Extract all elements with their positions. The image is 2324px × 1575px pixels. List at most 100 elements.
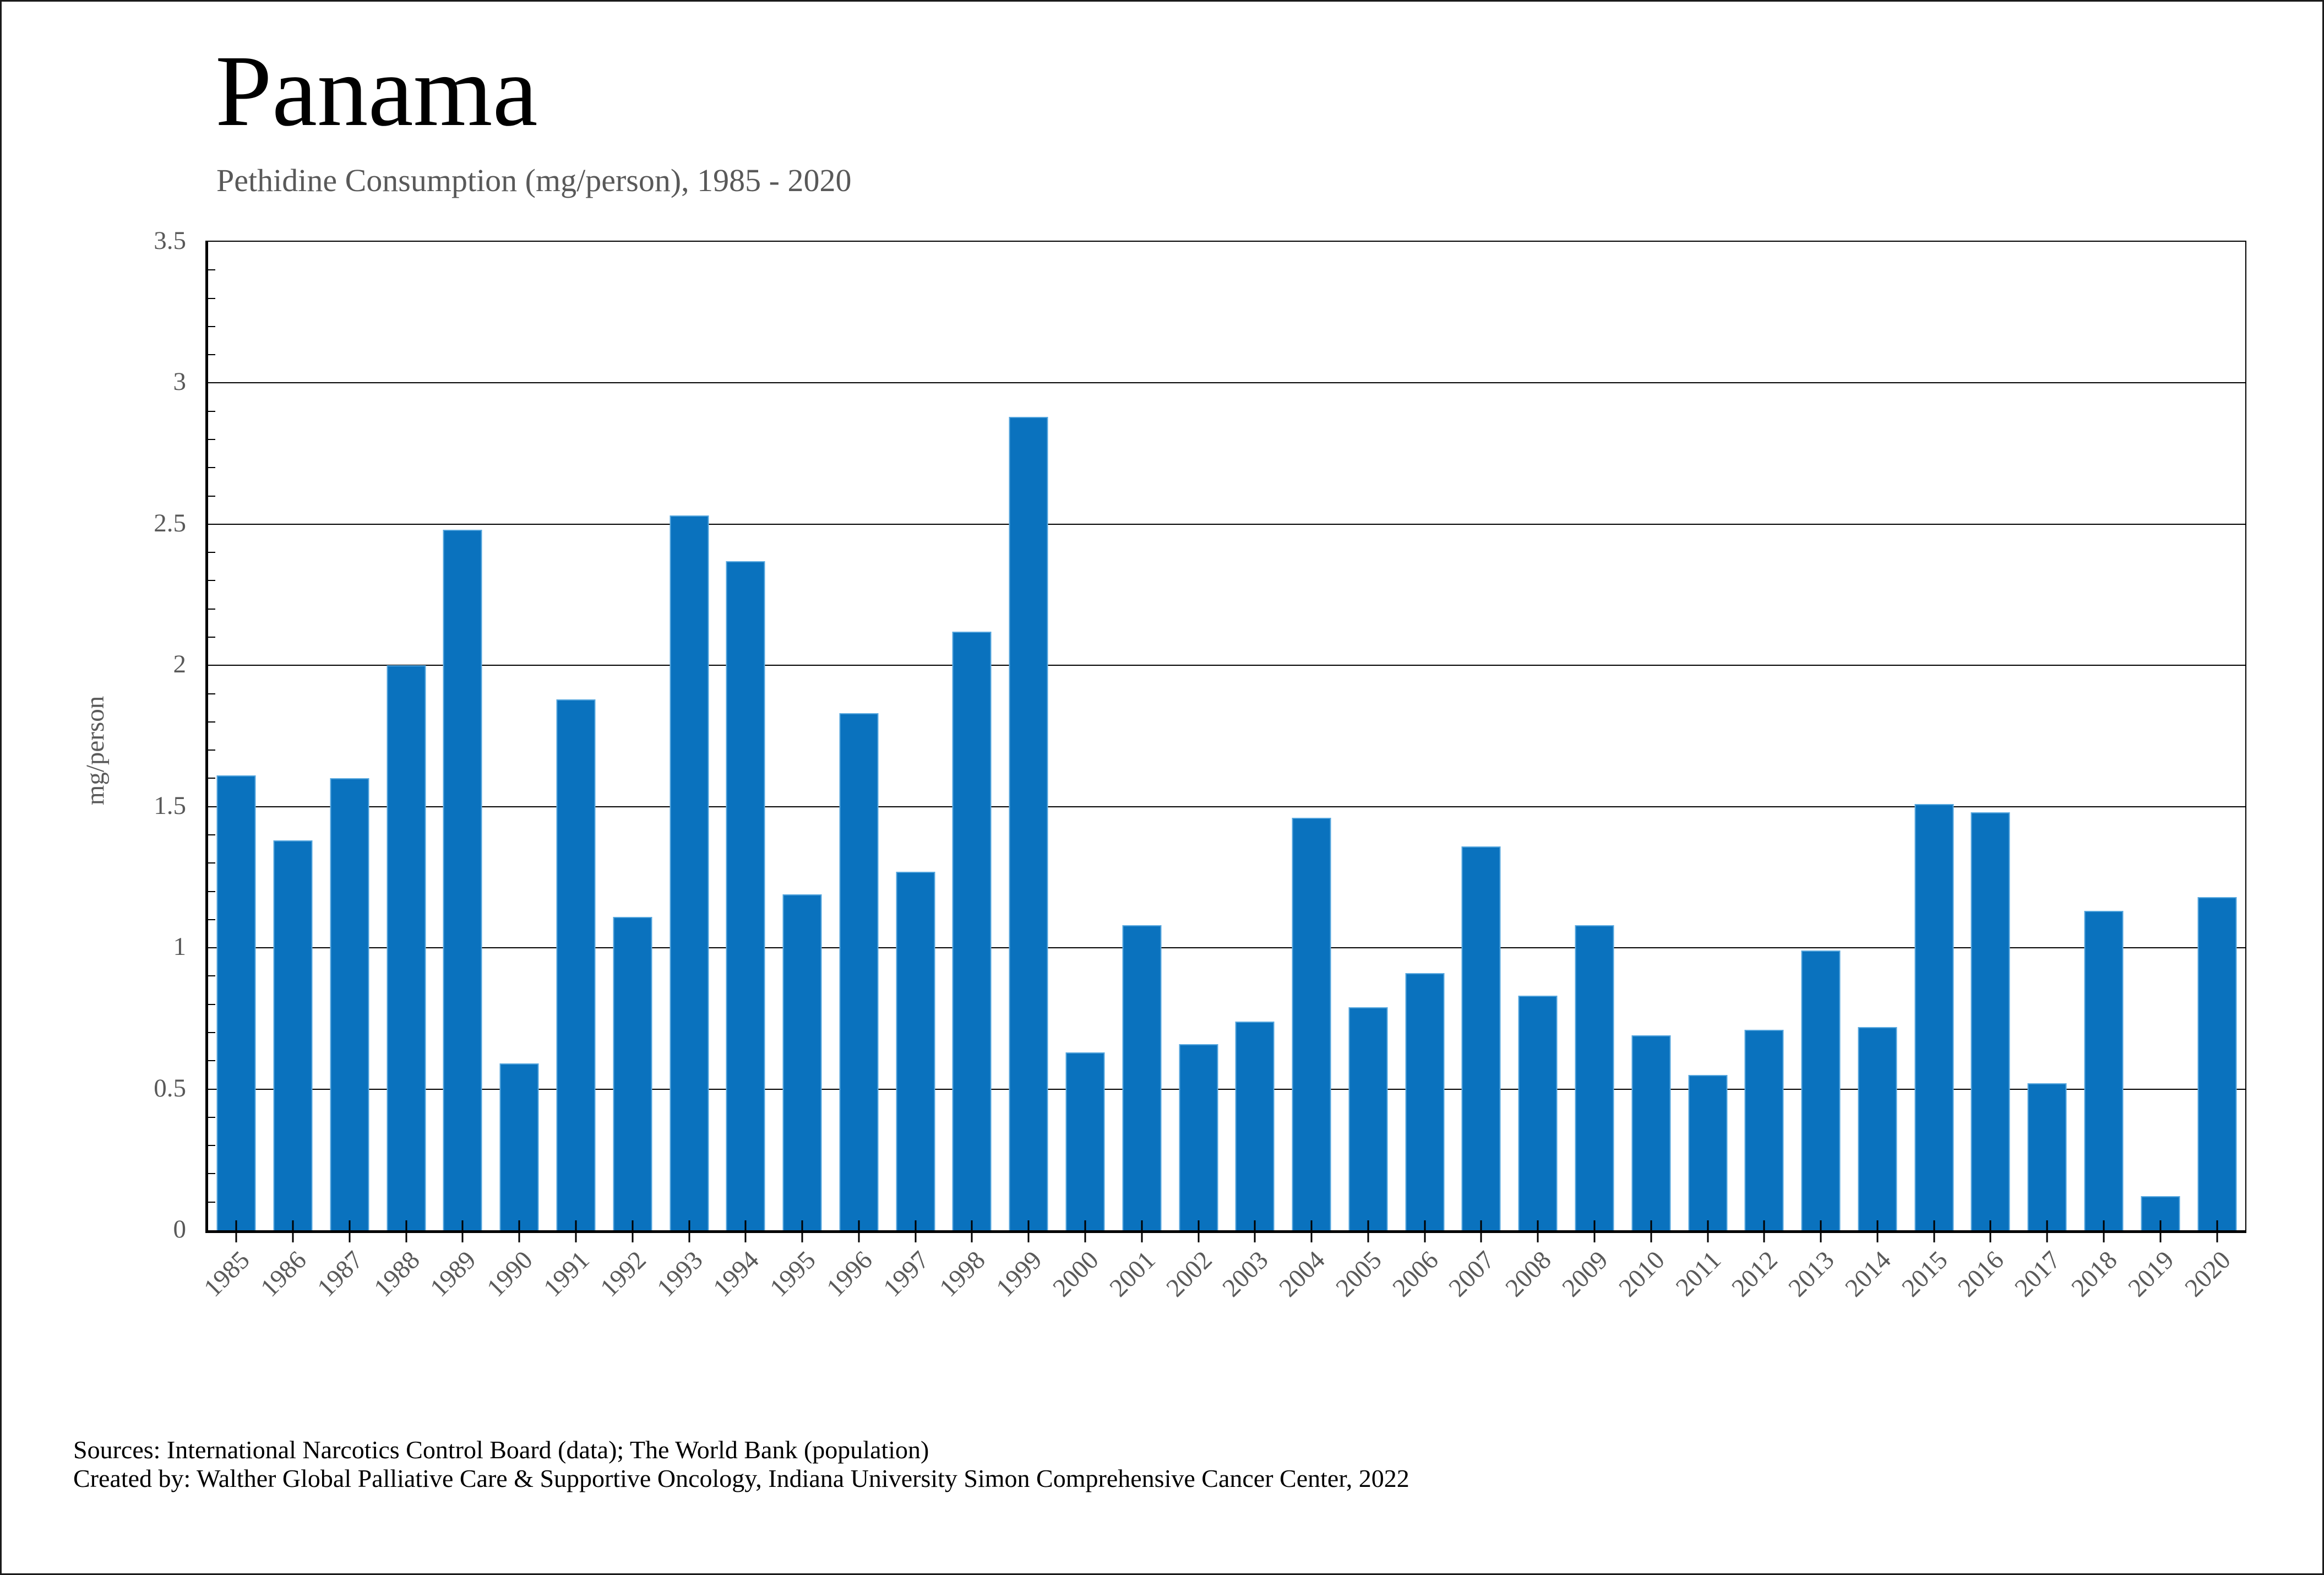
bar [839,713,879,1230]
y-minor-tick-mark [208,1032,215,1033]
y-minor-tick-mark [208,637,215,638]
bar [896,871,935,1230]
category-slot: 1999 [991,242,1057,1302]
y-axis-tick-label: 0 [173,1215,187,1243]
x-axis-tick-mark [1310,1220,1313,1242]
x-axis-tick-mark [461,1220,464,1242]
category-slot: 2015 [1896,242,1962,1302]
x-axis-tick-mark [744,1220,747,1242]
bar [670,515,709,1230]
x-axis-tick-mark [1084,1220,1086,1242]
category-slot: 2012 [1727,242,1793,1302]
y-minor-tick-mark [208,1060,215,1062]
x-axis-year-label: 2018 [2066,1245,2123,1303]
x-axis-year-label: 2014 [1839,1245,1897,1303]
y-minor-tick-mark [208,269,215,271]
x-axis-year-label: 2012 [1726,1245,1784,1303]
bar [499,1063,539,1230]
x-axis-year-label: 1986 [255,1245,312,1303]
x-axis-year-label: 1998 [934,1245,992,1303]
category-slot: 2001 [1104,242,1170,1302]
y-minor-tick-mark [208,1145,215,1147]
y-minor-tick-mark [208,1003,215,1005]
x-axis-tick-mark [688,1220,690,1242]
category-slot: 1990 [482,242,548,1302]
y-minor-tick-mark [208,750,215,751]
x-axis-tick-mark [1593,1220,1596,1242]
category-slot: 2006 [1387,242,1453,1302]
x-axis-tick-mark [235,1220,237,1242]
x-axis-year-label: 1991 [538,1245,595,1303]
bar [1405,973,1445,1230]
x-axis-tick-mark [1820,1220,1822,1242]
x-axis-tick-mark [2046,1220,2048,1242]
x-axis-year-label: 2004 [1273,1245,1331,1303]
x-axis-tick-mark [2103,1220,2105,1242]
category-slot: 2010 [1613,242,1679,1302]
category-slot: 2013 [1783,242,1849,1302]
bar [1688,1074,1728,1230]
x-axis-year-label: 1987 [312,1245,369,1303]
x-axis-year-label: 2007 [1443,1245,1501,1303]
gridline [208,806,2245,807]
x-axis-tick-mark [518,1220,520,1242]
x-axis-tick-mark [1707,1220,1709,1242]
category-slot: 2005 [1330,242,1397,1302]
bar [1009,416,1048,1230]
category-slot: 1991 [538,242,605,1302]
bar [1292,818,1331,1230]
x-axis-tick-mark [1650,1220,1652,1242]
x-axis-year-label: 2017 [2009,1245,2066,1303]
y-minor-tick-mark [208,862,215,864]
category-slot: 2003 [1217,242,1283,1302]
x-axis-year-label: 2013 [1783,1245,1840,1303]
bar [2197,897,2237,1230]
category-slot: 2008 [1500,242,1566,1302]
x-axis-year-label: 2015 [1896,1245,1953,1303]
y-minor-tick-mark [208,834,215,835]
x-axis-tick-mark [971,1220,973,1242]
x-axis-tick-mark [405,1220,407,1242]
y-axis-tick-label: 3.5 [154,226,186,255]
x-axis-year-label: 1996 [821,1245,878,1303]
category-slot: 2002 [1161,242,1227,1302]
gridline [208,382,2245,384]
bar [1461,846,1501,1230]
category-slot: 2019 [2122,242,2189,1302]
gridline [208,523,2245,525]
x-axis-tick-mark [915,1220,917,1242]
bar [1179,1044,1218,1230]
y-axis-tick-label: 1.5 [154,791,186,820]
y-axis-tick-label: 2 [173,650,187,679]
x-axis-tick-mark [1367,1220,1369,1242]
x-axis-tick-mark [1198,1220,1200,1242]
plot-area: 1985 1986 1987 1988 1989 1990 1991 1992 1993 1994… [199,241,2246,1302]
category-slot: 1996 [821,242,888,1302]
category-slot: 1992 [595,242,661,1302]
y-axis-tick-label: 3 [173,367,187,397]
bar [1914,803,1954,1230]
category-slot: 2016 [1953,242,2019,1302]
category-slot: 1985 [199,242,265,1302]
bar [613,916,652,1230]
x-axis-tick-mark [801,1220,803,1242]
category-slot: 1988 [368,242,434,1302]
x-axis-year-label: 2006 [1387,1245,1444,1303]
x-axis-tick-mark [1537,1220,1539,1242]
bar [1858,1027,1897,1230]
gridline [208,665,2245,666]
x-axis-tick-mark [1254,1220,1256,1242]
y-minor-tick-mark [208,693,215,694]
x-axis-year-label: 2005 [1330,1245,1387,1303]
source-note: Sources: International Narcotics Control… [73,1436,1409,1493]
bar [782,894,822,1230]
y-minor-tick-mark [208,410,215,412]
x-axis-year-label: 1985 [198,1245,256,1303]
category-slot: 2017 [2010,242,2076,1302]
x-axis-year-label: 2016 [1952,1245,2010,1303]
gridline [208,1088,2245,1090]
y-minor-tick-mark [208,721,215,723]
y-minor-tick-mark [208,495,215,497]
y-minor-tick-mark [208,439,215,440]
x-axis-tick-mark [1933,1220,1935,1242]
